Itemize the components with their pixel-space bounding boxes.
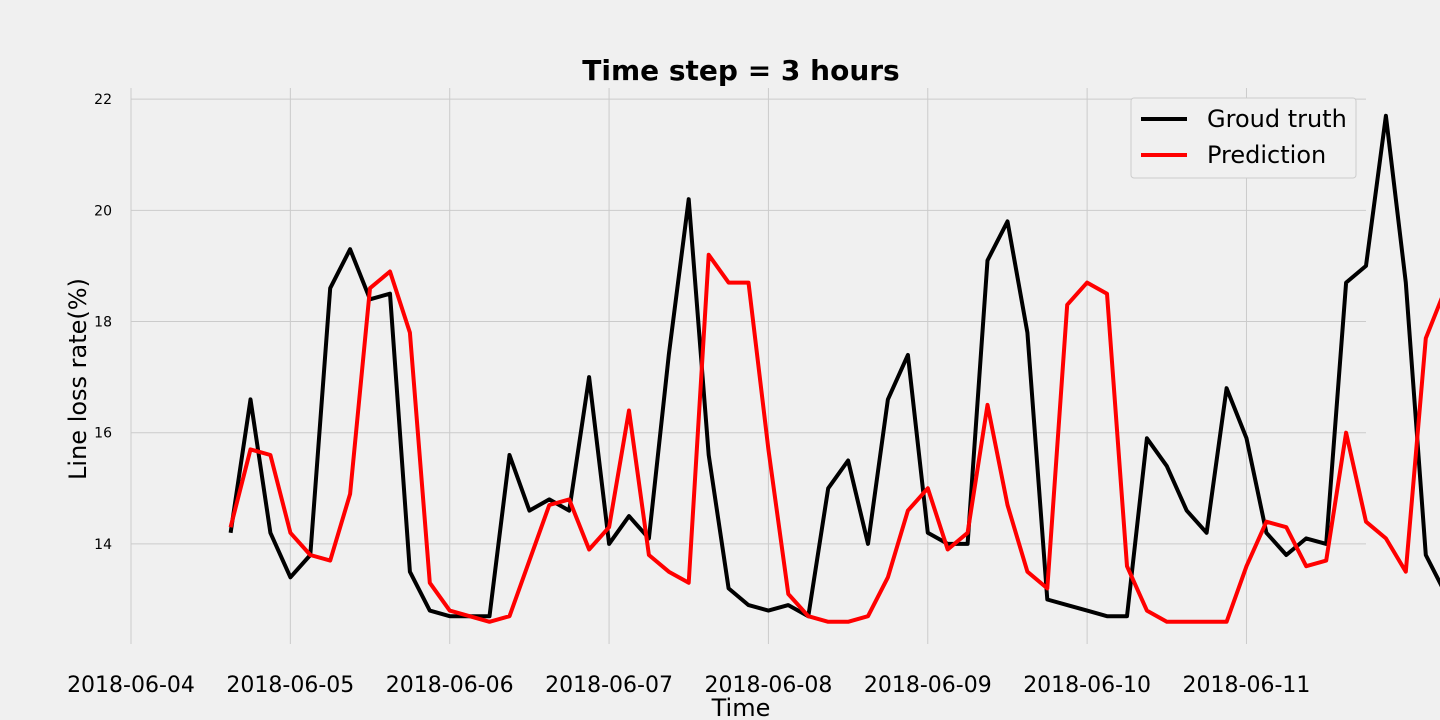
y-tick-label: 14 (94, 537, 112, 553)
x-tick-label: 2018-06-11 (1183, 673, 1311, 698)
y-tick-label: 18 (94, 315, 112, 331)
x-tick-label: 2018-06-05 (226, 673, 354, 698)
x-tick-label: 2018-06-07 (545, 673, 673, 698)
legend-label-groud-truth: Groud truth (1207, 105, 1347, 133)
x-tick-label: 2018-06-04 (67, 673, 195, 698)
legend: Groud truth Prediction (1130, 97, 1357, 179)
x-tick-label: 2018-06-09 (864, 673, 992, 698)
x-tick-label: 2018-06-10 (1023, 673, 1151, 698)
series-layer (228, 113, 1440, 624)
y-tick-label: 16 (94, 426, 112, 442)
y-tick-label: 22 (94, 92, 112, 108)
x-axis-ticks: 2018-06-04 2018-06-05 2018-06-06 2018-06-07… (67, 673, 1310, 698)
legend-box (1130, 97, 1357, 179)
x-tick-label: 2018-06-08 (704, 673, 832, 698)
legend-label-prediction: Prediction (1207, 141, 1326, 169)
y-tick-label: 20 (94, 203, 112, 219)
series-line-prediction (228, 252, 1440, 624)
chart-title: Time step = 3 hours (582, 54, 899, 87)
y-axis-ticks: 14 16 18 20 22 (94, 92, 112, 553)
series-line-groud-truth (228, 113, 1440, 619)
y-axis-label: Line loss rate(%) (64, 278, 92, 480)
x-axis-label: Time (711, 694, 771, 720)
x-tick-label: 2018-06-06 (386, 673, 514, 698)
